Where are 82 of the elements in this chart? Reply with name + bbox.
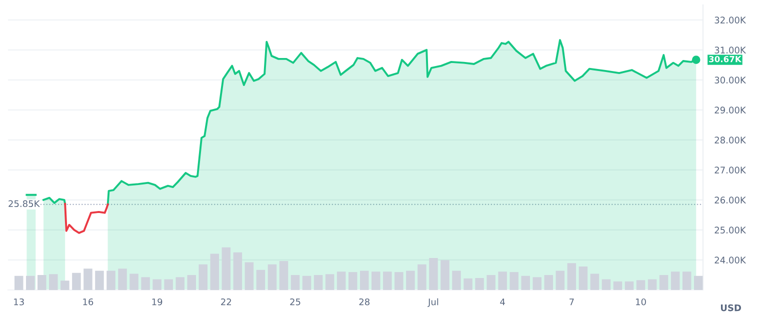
- bar: [256, 270, 266, 290]
- bar: [521, 276, 530, 290]
- y-tick-label: 27.00K: [714, 166, 746, 174]
- bar: [198, 264, 208, 290]
- y-tick-label: 28.00K: [714, 136, 746, 144]
- bar: [394, 272, 404, 290]
- bar: [452, 270, 461, 290]
- bar: [302, 276, 312, 290]
- bar: [498, 272, 507, 290]
- bar: [84, 268, 92, 290]
- bar: [176, 277, 184, 290]
- bar: [418, 264, 426, 290]
- bar: [244, 262, 254, 290]
- bar: [636, 280, 646, 290]
- bar: [95, 270, 104, 290]
- x-tick-label: 28: [359, 298, 370, 306]
- bar: [694, 276, 703, 290]
- annotation: 30.67K: [709, 56, 742, 62]
- bar: [118, 268, 127, 290]
- bar: [659, 275, 668, 290]
- bar: [49, 274, 58, 290]
- bar: [141, 277, 150, 290]
- bar: [14, 276, 24, 290]
- bar: [222, 247, 231, 290]
- bar: [475, 278, 484, 290]
- x-tick-label: 19: [152, 298, 162, 306]
- bar: [60, 280, 70, 290]
- bar: [325, 274, 334, 290]
- bar: [406, 270, 415, 290]
- y-tick-label: 30.00K: [714, 76, 746, 84]
- bar: [590, 274, 600, 290]
- bar: [682, 272, 692, 290]
- x-tick-label: 7: [570, 298, 574, 306]
- y-tick-label: 26.00K: [714, 196, 746, 204]
- y-tick-label: 24.00K: [714, 256, 746, 264]
- y-tick-label: 25.00K: [714, 226, 746, 234]
- bar: [613, 281, 622, 290]
- bar: [510, 272, 518, 290]
- ref-line-label: 25.85K: [8, 200, 40, 208]
- bar: [464, 278, 472, 290]
- bar: [578, 266, 588, 290]
- bar: [648, 279, 657, 290]
- y-tick-label: 31.00K: [714, 46, 746, 54]
- bar: [38, 275, 46, 290]
- bar: [602, 279, 611, 290]
- bar: [532, 277, 542, 290]
- bar: [187, 275, 196, 290]
- bar: [372, 272, 380, 290]
- x-tick-label: 13: [14, 298, 24, 306]
- bar: [130, 274, 138, 290]
- bar: [429, 258, 438, 290]
- bar: [440, 260, 450, 290]
- bar: [670, 272, 680, 290]
- bar: [106, 270, 116, 290]
- bar: [72, 272, 81, 290]
- bar: [152, 279, 162, 290]
- bar: [567, 263, 576, 290]
- bar: [348, 272, 358, 290]
- bar: [383, 272, 392, 290]
- y-tick-label: 32.00K: [714, 16, 746, 24]
- x-tick-label: 4: [500, 298, 505, 306]
- bar: [314, 275, 323, 290]
- bar: [279, 260, 288, 290]
- bar: [544, 275, 554, 290]
- x-tick-label: Jul: [428, 298, 438, 307]
- bar: [360, 270, 369, 290]
- bar: [290, 275, 300, 290]
- bar: [624, 281, 634, 290]
- x-tick-label: 16: [83, 298, 94, 306]
- bar: [556, 270, 565, 290]
- bar: [336, 272, 346, 290]
- bar: [233, 252, 242, 290]
- x-tick-label: 22: [221, 298, 232, 306]
- x-tick-label: 25: [290, 298, 300, 306]
- bar: [164, 279, 173, 290]
- y-tick-label: 29.00K: [714, 106, 746, 114]
- bar: [210, 254, 220, 290]
- bar: [486, 275, 496, 290]
- x-tick-label: 10: [636, 298, 646, 306]
- bar: [268, 264, 277, 290]
- y-axis-title: USD: [720, 304, 741, 312]
- bar: [26, 276, 35, 290]
